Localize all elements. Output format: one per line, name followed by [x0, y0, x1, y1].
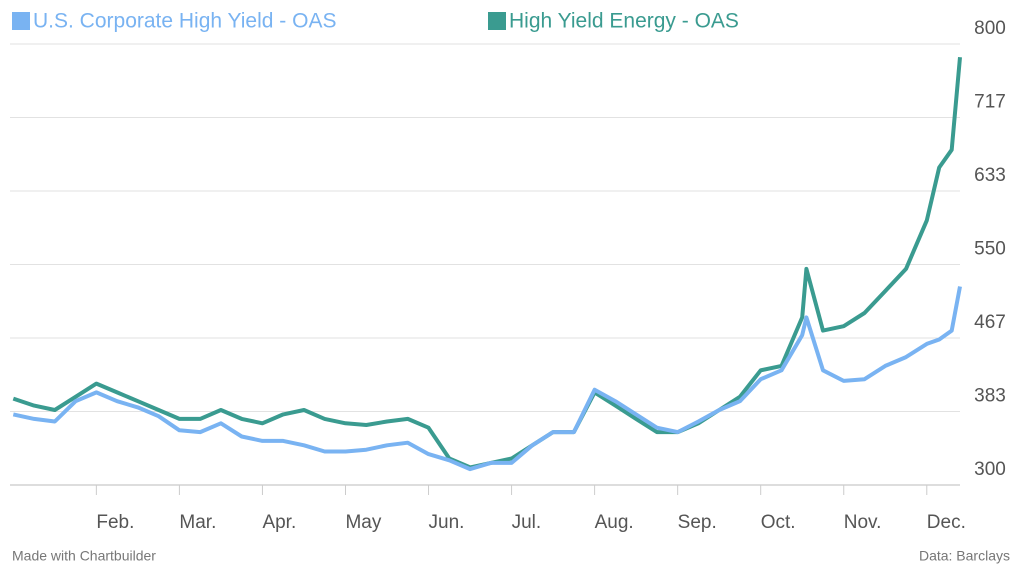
- x-tick-label: Feb.: [96, 512, 134, 533]
- x-tick-label: Aug.: [595, 512, 634, 533]
- series-line: [12, 286, 962, 472]
- x-tick-label: Apr.: [262, 512, 296, 533]
- x-tick-label: Nov.: [844, 512, 882, 533]
- x-tick-label: Oct.: [761, 512, 796, 533]
- y-tick-label: 467: [974, 312, 1006, 333]
- x-tick-label: Sep.: [678, 512, 717, 533]
- x-tick-label: Mar.: [179, 512, 216, 533]
- series-line: [12, 57, 962, 470]
- legend-label: High Yield Energy - OAS: [509, 10, 739, 33]
- source-left: Made with Chartbuilder: [12, 548, 156, 564]
- x-tick-label: Jun.: [429, 512, 465, 533]
- legend-label: U.S. Corporate High Yield - OAS: [33, 10, 336, 33]
- y-tick-label: 717: [974, 92, 1006, 113]
- legend-swatch: [12, 12, 30, 30]
- y-tick-label: 300: [974, 459, 1006, 480]
- source-right: Data: Barclays: [919, 548, 1010, 564]
- legend-swatch: [488, 12, 506, 30]
- x-tick-label: Jul.: [512, 512, 542, 533]
- x-tick-label: Dec.: [927, 512, 966, 533]
- x-tick-label: May: [345, 512, 381, 533]
- y-tick-label: 800: [974, 18, 1006, 39]
- y-tick-label: 383: [974, 386, 1006, 407]
- y-tick-label: 550: [974, 239, 1006, 260]
- y-tick-label: 633: [974, 165, 1006, 186]
